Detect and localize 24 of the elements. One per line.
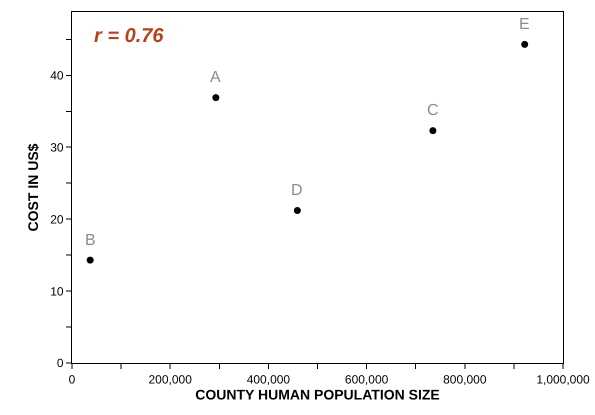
x-tick-label: 600,000: [344, 372, 389, 386]
x-tick-label: 400,000: [246, 372, 290, 386]
x-tick-label: 200,000: [148, 372, 192, 386]
point: [86, 256, 94, 264]
y-tick-label: 20: [50, 212, 64, 226]
point: [521, 40, 528, 48]
point: [294, 207, 301, 214]
annotation: A: [210, 69, 221, 86]
annotation: C: [427, 102, 439, 119]
y-tick-label: 30: [50, 140, 64, 154]
annotation: D: [291, 182, 303, 199]
y-tick-label: 10: [50, 284, 64, 298]
point: [429, 127, 436, 134]
y-tick-label: 40: [50, 68, 64, 82]
y-tick-label: 0: [56, 356, 64, 370]
annotation: E: [519, 16, 530, 33]
x-axis-title: COUNTY HUMAN POPULATION SIZE: [195, 386, 440, 403]
x-tick-label: 800,000: [443, 372, 487, 386]
annotation: r = 0.76: [94, 25, 164, 47]
annotation: B: [85, 232, 96, 249]
y-axis-title: COST IN US$: [24, 143, 41, 232]
x-tick-label: 0: [68, 372, 76, 386]
x-tick-label: 1,000,000: [536, 372, 590, 386]
point: [212, 94, 220, 102]
